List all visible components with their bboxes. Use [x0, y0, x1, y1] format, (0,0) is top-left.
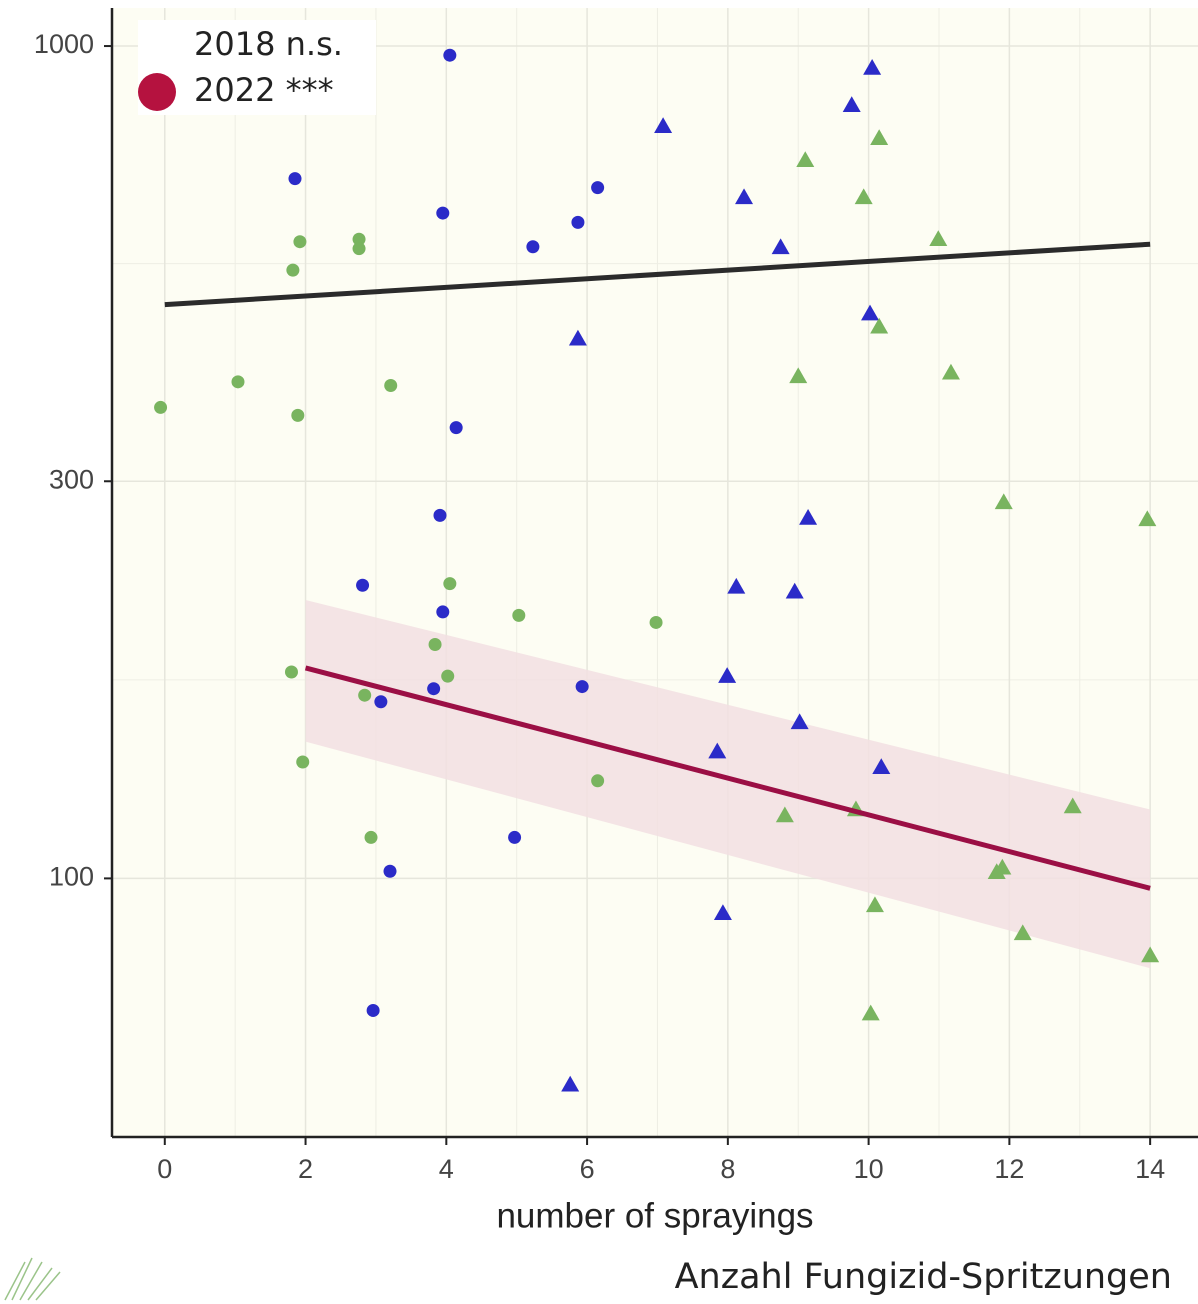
point: [231, 375, 245, 389]
point: [994, 493, 1013, 510]
trend-line: [304, 665, 1151, 891]
point: [356, 578, 370, 592]
point: [575, 680, 589, 694]
point: [427, 682, 441, 696]
y-tick-label: 300: [49, 464, 94, 494]
legend-marker: [138, 73, 176, 111]
point: [1141, 946, 1160, 963]
point: [352, 232, 366, 246]
point: [865, 896, 884, 913]
point: [508, 830, 522, 844]
point: [854, 188, 873, 205]
legend-label: 2022 ***: [194, 71, 334, 109]
point: [296, 755, 310, 769]
point: [443, 48, 457, 62]
point: [433, 508, 447, 522]
point: [708, 742, 727, 759]
caption: Anzahl Fungizid-Spritzungen: [675, 1257, 1172, 1297]
y-tick-label: 100: [49, 862, 94, 892]
point: [512, 608, 526, 622]
point: [987, 863, 1006, 880]
point: [775, 806, 794, 823]
point: [449, 421, 463, 435]
point: [654, 117, 673, 134]
point: [1063, 797, 1082, 814]
point: [443, 577, 457, 591]
point: [364, 830, 378, 844]
point: [436, 605, 450, 619]
point: [561, 1075, 580, 1092]
point: [941, 363, 960, 380]
point: [863, 59, 882, 75]
point: [591, 181, 605, 195]
point: [366, 1003, 380, 1017]
point: [771, 238, 790, 255]
x-tick-label: 12: [994, 1154, 1024, 1184]
point: [799, 509, 818, 525]
point: [526, 240, 540, 254]
point: [649, 615, 663, 629]
point: [842, 96, 861, 112]
point: [436, 206, 450, 220]
point: [286, 263, 300, 277]
point: [785, 582, 804, 599]
point: [154, 400, 168, 414]
plot-background: [112, 8, 1198, 1137]
confidence-band: [305, 600, 1151, 969]
point: [735, 188, 754, 205]
point: [374, 695, 388, 709]
point: [358, 688, 372, 702]
point: [870, 129, 889, 145]
point: [428, 637, 442, 651]
point: [872, 758, 891, 774]
point: [713, 904, 732, 921]
x-tick-label: 6: [580, 1154, 595, 1184]
point: [591, 774, 605, 788]
point: [568, 329, 587, 346]
point: [929, 230, 948, 246]
x-tick-label: 0: [157, 1154, 172, 1184]
x-tick-label: 14: [1135, 1154, 1165, 1184]
point: [727, 577, 746, 594]
point: [870, 317, 889, 334]
point: [796, 151, 815, 168]
point: [352, 242, 366, 256]
point: [441, 669, 455, 683]
point: [571, 215, 585, 229]
point: [1013, 924, 1032, 941]
point: [718, 667, 737, 683]
point: [861, 304, 880, 321]
point: [861, 1004, 880, 1021]
trend-line: [164, 241, 1151, 308]
point: [291, 408, 305, 422]
x-tick-label: 2: [298, 1154, 313, 1184]
x-axis-label: number of sprayings: [496, 1196, 813, 1235]
point: [284, 665, 298, 679]
x-tick-label: 10: [854, 1154, 884, 1184]
point: [1138, 510, 1157, 527]
point: [789, 367, 808, 384]
point: [383, 864, 397, 878]
x-tick-label: 4: [439, 1154, 454, 1184]
point: [293, 235, 307, 249]
y-tick-label: 1000: [34, 29, 94, 59]
point: [384, 379, 398, 393]
point: [790, 713, 809, 730]
legend-box: [138, 20, 376, 115]
point: [288, 172, 302, 186]
x-tick-label: 8: [720, 1154, 735, 1184]
legend-label: 2018 n.s.: [194, 25, 343, 63]
logo: [4, 1257, 61, 1301]
logo-stroke: [4, 1257, 61, 1301]
